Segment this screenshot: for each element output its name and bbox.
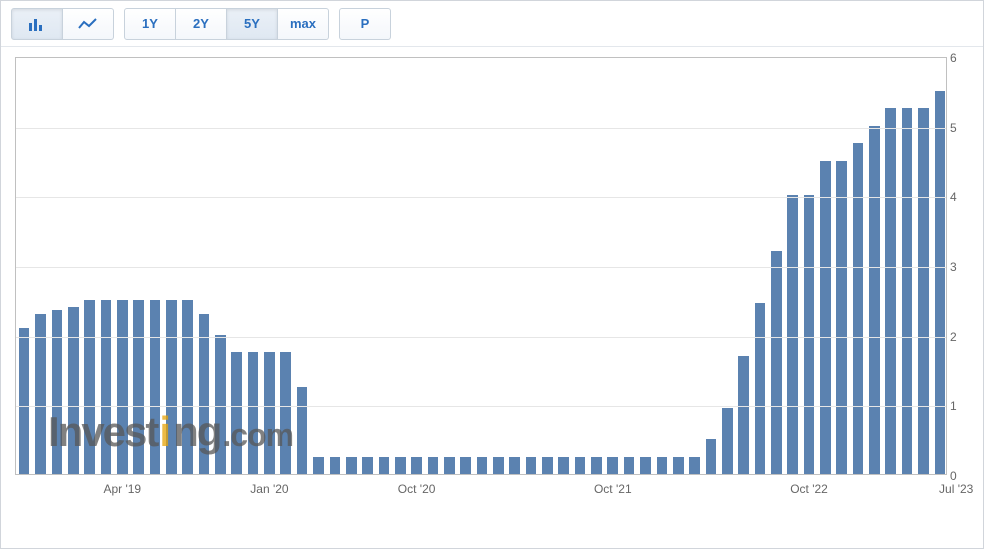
range-label: 2Y: [193, 16, 209, 31]
x-tick-label: Jul '23: [939, 482, 973, 496]
gridline: [16, 197, 946, 198]
bar[interactable]: [657, 457, 668, 474]
watermark-text: ng: [173, 408, 220, 456]
toolbar: 1Y 2Y 5Y max P: [1, 1, 983, 47]
range-group: 1Y 2Y 5Y max: [124, 8, 329, 40]
gridline: [16, 406, 946, 407]
extra-label: P: [361, 16, 370, 31]
bar[interactable]: [542, 457, 553, 474]
bar[interactable]: [640, 457, 651, 474]
range-1y-button[interactable]: 1Y: [124, 8, 176, 40]
range-label: 5Y: [244, 16, 260, 31]
bar[interactable]: [787, 195, 798, 474]
bar[interactable]: [509, 457, 520, 474]
bar[interactable]: [362, 457, 373, 474]
bar[interactable]: [428, 457, 439, 474]
gridline: [16, 267, 946, 268]
range-label: 1Y: [142, 16, 158, 31]
bar[interactable]: [591, 457, 602, 474]
bar[interactable]: [902, 108, 913, 474]
watermark-text-accent: i: [159, 408, 171, 456]
y-tick-label: 4: [950, 190, 974, 204]
x-tick-label: Oct '20: [398, 482, 436, 496]
chart-window: 1Y 2Y 5Y max P Investing.com 0 1 2 3 4 5 6 Apr …: [0, 0, 984, 549]
x-tick-label: Jan '20: [250, 482, 288, 496]
bar[interactable]: [411, 457, 422, 474]
bar[interactable]: [918, 108, 929, 474]
chart-type-bar-button[interactable]: [11, 8, 63, 40]
bar[interactable]: [35, 314, 46, 474]
bar[interactable]: [19, 328, 30, 474]
line-chart-icon: [78, 17, 98, 31]
bar[interactable]: [395, 457, 406, 474]
watermark-text-suffix: .com: [222, 417, 293, 454]
bar[interactable]: [820, 161, 831, 475]
watermark-text: Invest: [48, 408, 157, 456]
x-tick-label: Oct '21: [594, 482, 632, 496]
bar[interactable]: [689, 457, 700, 474]
gridline: [16, 128, 946, 129]
chart-area: Investing.com 0 1 2 3 4 5 6 Apr '19 Jan '20 Oct '…: [1, 47, 983, 548]
bar[interactable]: [477, 457, 488, 474]
y-tick-label: 6: [950, 51, 974, 65]
bar[interactable]: [558, 457, 569, 474]
y-tick-label: 0: [950, 469, 974, 483]
bar[interactable]: [607, 457, 618, 474]
bar[interactable]: [379, 457, 390, 474]
bar[interactable]: [722, 408, 733, 474]
extra-group: P: [339, 8, 391, 40]
bar[interactable]: [673, 457, 684, 474]
bar[interactable]: [313, 457, 324, 474]
bar[interactable]: [853, 143, 864, 474]
range-5y-button[interactable]: 5Y: [227, 8, 278, 40]
bar[interactable]: [297, 387, 308, 474]
bar[interactable]: [346, 457, 357, 474]
gridline: [16, 337, 946, 338]
range-label: max: [290, 16, 316, 31]
bar[interactable]: [444, 457, 455, 474]
watermark: Investing.com: [48, 408, 293, 456]
bar-chart-icon: [28, 17, 46, 31]
y-tick-label: 2: [950, 330, 974, 344]
x-tick-label: Apr '19: [103, 482, 141, 496]
chart-type-group: [11, 8, 114, 40]
bar[interactable]: [935, 91, 946, 474]
bar[interactable]: [885, 108, 896, 474]
bar[interactable]: [460, 457, 471, 474]
x-tick-label: Oct '22: [790, 482, 828, 496]
bar[interactable]: [869, 126, 880, 474]
bar[interactable]: [771, 251, 782, 474]
bar[interactable]: [330, 457, 341, 474]
bar[interactable]: [526, 457, 537, 474]
plot[interactable]: Investing.com 0123456Apr '19Jan '20Oct '…: [15, 57, 947, 475]
y-tick-label: 5: [950, 121, 974, 135]
range-2y-button[interactable]: 2Y: [176, 8, 227, 40]
bar[interactable]: [738, 356, 749, 474]
bar[interactable]: [804, 195, 815, 474]
bar[interactable]: [624, 457, 635, 474]
chart-type-line-button[interactable]: [63, 8, 114, 40]
bar[interactable]: [575, 457, 586, 474]
y-tick-label: 3: [950, 260, 974, 274]
extra-p-button[interactable]: P: [339, 8, 391, 40]
bar[interactable]: [755, 303, 766, 474]
range-max-button[interactable]: max: [278, 8, 329, 40]
y-tick-label: 1: [950, 399, 974, 413]
bar[interactable]: [493, 457, 504, 474]
bar[interactable]: [706, 439, 717, 474]
bar[interactable]: [836, 161, 847, 475]
